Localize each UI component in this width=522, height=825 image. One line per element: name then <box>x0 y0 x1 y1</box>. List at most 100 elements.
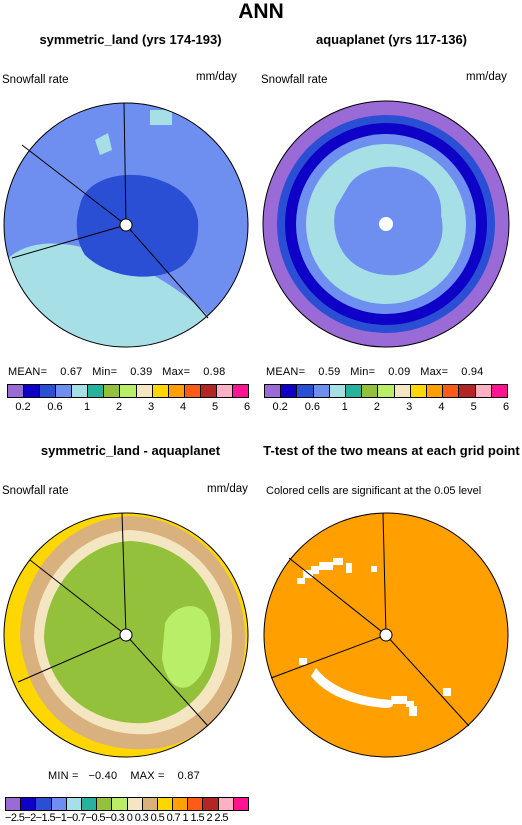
colorbar-swatch <box>475 385 492 397</box>
insignificant-cell <box>391 696 407 704</box>
colorbar-swatch <box>394 385 411 397</box>
colorbar-swatch <box>203 798 219 810</box>
colorbar-tick-label: 0.6 <box>304 401 321 413</box>
colorbar-swatch <box>427 385 444 397</box>
colorbar-tick-label: 5 <box>211 401 219 413</box>
insignificant-cell <box>319 562 333 570</box>
stats-row-aquaplanet: MEAN= 0.59 Min= 0.09 Max= 0.94 <box>266 366 484 378</box>
colorbar-symmetric-land <box>7 384 249 398</box>
insignificant-cell <box>303 570 313 578</box>
colorbar-swatch <box>6 798 22 810</box>
colorbar-tick-label: 4 <box>179 401 187 413</box>
colorbar-swatch <box>88 385 105 397</box>
max-value: 0.94 <box>461 366 484 378</box>
min-label: Min= <box>350 366 376 378</box>
contour-fill-center <box>76 174 199 277</box>
colorbar-tick-label: 3 <box>406 401 413 413</box>
insignificant-cell <box>333 558 343 565</box>
colorbar-swatch <box>443 385 460 397</box>
stats-row-symmetric-land: MEAN= 0.67 Min= 0.39 Max= 0.98 <box>8 366 226 378</box>
max-label: MAX = <box>130 770 165 782</box>
sector-line-1 <box>121 512 127 636</box>
colorbar-swatch <box>56 385 73 397</box>
insignificant-cell <box>297 578 305 584</box>
polar-map-symmetric-land <box>3 102 249 348</box>
colorbar-swatch <box>157 798 174 810</box>
colorbar-swatch <box>184 385 201 397</box>
colorbar-swatch <box>297 385 314 397</box>
units-label: mm/day <box>196 71 237 83</box>
panel-title-symmetric-land: symmetric_land (yrs 174-193) <box>39 32 222 47</box>
colorbar-tick-label: 3 <box>147 401 155 413</box>
sector-line-4 <box>385 634 470 727</box>
insignificant-cell <box>371 566 377 572</box>
colorbar-tick-label: 4 <box>438 401 445 413</box>
max-value: 0.98 <box>203 366 226 378</box>
contour-fill-patch-2 <box>150 110 172 125</box>
figure-title: ANN <box>238 0 284 23</box>
colorbar-swatch <box>232 385 248 397</box>
min-label: MIN = <box>48 770 79 782</box>
min-value: 0.09 <box>388 366 411 378</box>
colorbar-swatch <box>346 385 363 397</box>
colorbar-swatch <box>459 385 476 397</box>
colorbar-difference <box>5 797 249 811</box>
max-value: 0.87 <box>177 770 200 782</box>
colorbar-tick-label: 5 <box>470 401 477 413</box>
mean-value: 0.67 <box>60 366 83 378</box>
colorbar-swatch <box>216 385 233 397</box>
colorbar-tick-label: 0.2 <box>15 401 31 413</box>
insignificant-cell <box>311 566 319 574</box>
min-label: Min= <box>92 366 118 378</box>
sector-line-3 <box>270 634 387 679</box>
contour-fill-lightgreen <box>162 606 211 688</box>
panel-title-difference: symmetric_land - aquaplanet <box>40 443 221 458</box>
sector-line-2 <box>21 144 127 226</box>
units-label: mm/day <box>207 483 248 495</box>
panel-title-ttest: T-test of the two means at each grid poi… <box>263 443 520 458</box>
polar-map-ttest <box>263 512 509 758</box>
sector-line-4 <box>125 634 209 727</box>
colorbar-tick-label: 6 <box>243 401 251 413</box>
colorbar-aquaplanet <box>264 384 508 398</box>
colorbar-swatch <box>362 385 379 397</box>
colorbar-swatch <box>81 798 98 810</box>
panel-subtitle-ttest: Colored cells are significant at the 0.0… <box>266 485 482 497</box>
insignificant-cell <box>443 688 451 696</box>
colorbar-swatch <box>313 385 330 397</box>
sector-line-1 <box>123 102 127 226</box>
colorbar-swatch <box>233 798 248 810</box>
colorbar-swatch <box>188 798 204 810</box>
variable-label: Snowfall rate <box>2 74 69 86</box>
colorbar-swatch <box>72 385 89 397</box>
colorbar-tick-label: 0.6 <box>47 401 63 413</box>
sector-line-1 <box>382 512 387 636</box>
colorbar-swatch <box>152 385 169 397</box>
insignificant-cell <box>299 658 307 665</box>
contour-fill-patch <box>10 678 22 688</box>
variable-label: Snowfall rate <box>2 485 69 497</box>
colorbar-swatch <box>97 798 113 810</box>
colorbar-swatch <box>104 385 121 397</box>
colorbar-ticks-difference: −2.5−2−1.5−1−0.7−0.5−0.3 0 0.3 0.5 0.7 1… <box>5 812 229 824</box>
colorbar-tick-label: 2 <box>115 401 123 413</box>
sector-line-2 <box>288 557 387 636</box>
colorbar-swatch <box>281 385 298 397</box>
sector-line-2 <box>29 559 127 636</box>
insignificant-cell <box>409 706 417 716</box>
colorbar-tick-label: 0.2 <box>272 401 288 413</box>
colorbar-swatch <box>36 798 52 810</box>
colorbar-swatch <box>218 798 234 810</box>
colorbar-tick-label: 6 <box>502 401 510 413</box>
colorbar-tick-label: 2 <box>373 401 380 413</box>
max-label: Max= <box>162 366 191 378</box>
variable-label: Snowfall rate <box>261 74 328 86</box>
units-label: mm/day <box>466 71 507 83</box>
colorbar-swatch <box>410 385 428 397</box>
mean-value: 0.59 <box>318 366 341 378</box>
colorbar-swatch <box>200 385 217 397</box>
colorbar-swatch <box>265 385 282 397</box>
max-label: Max= <box>420 366 449 378</box>
contour-fill-patch <box>95 133 112 155</box>
